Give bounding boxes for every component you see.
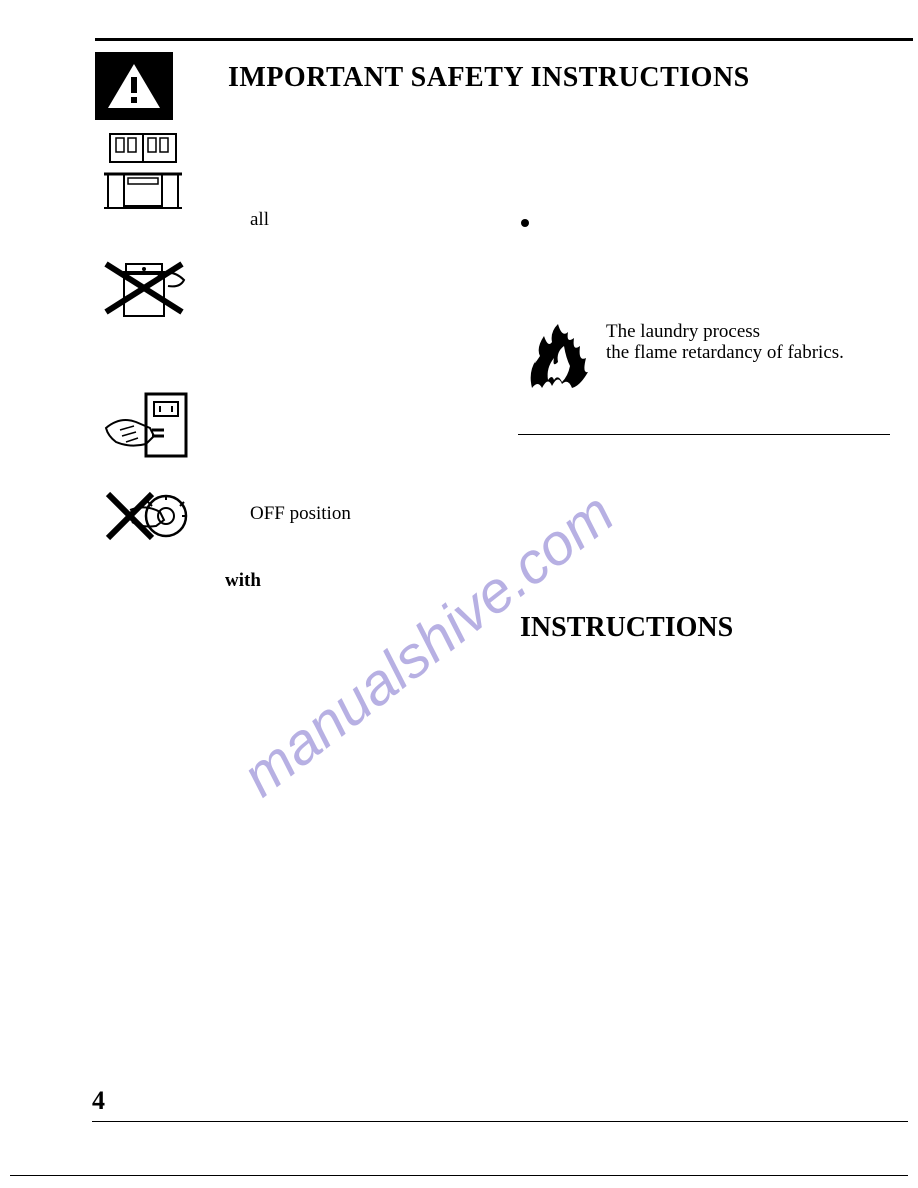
footer-rule: [10, 1175, 908, 1176]
top-rule: [95, 38, 913, 41]
text-off-position: OFF position: [250, 503, 351, 525]
text-laundry-line1: The laundry process: [606, 321, 760, 343]
unplug-outlet-icon: [102, 388, 190, 464]
page-number: 4: [92, 1086, 105, 1116]
text-all: all: [250, 209, 269, 231]
subtitle: INSTRUCTIONS: [520, 612, 733, 644]
page-title: IMPORTANT SAFETY INSTRUCTIONS: [228, 62, 750, 94]
text-laundry-line2: the flame retardancy of fabrics.: [606, 342, 844, 364]
bottom-rule: [92, 1121, 908, 1122]
warning-triangle-icon: [95, 52, 173, 120]
text-with: with: [225, 570, 261, 592]
washer-cabinet-icon: [102, 130, 184, 212]
flame-icon: [518, 322, 596, 399]
svg-text:manualshive.com: manualshive.com: [230, 480, 626, 809]
bullet-dot: [521, 219, 529, 227]
mid-rule: [518, 434, 890, 435]
washer-no-sit-icon: [102, 258, 190, 320]
watermark: manualshive.com: [130, 300, 750, 920]
dial-no-tamper-icon: [102, 490, 190, 544]
